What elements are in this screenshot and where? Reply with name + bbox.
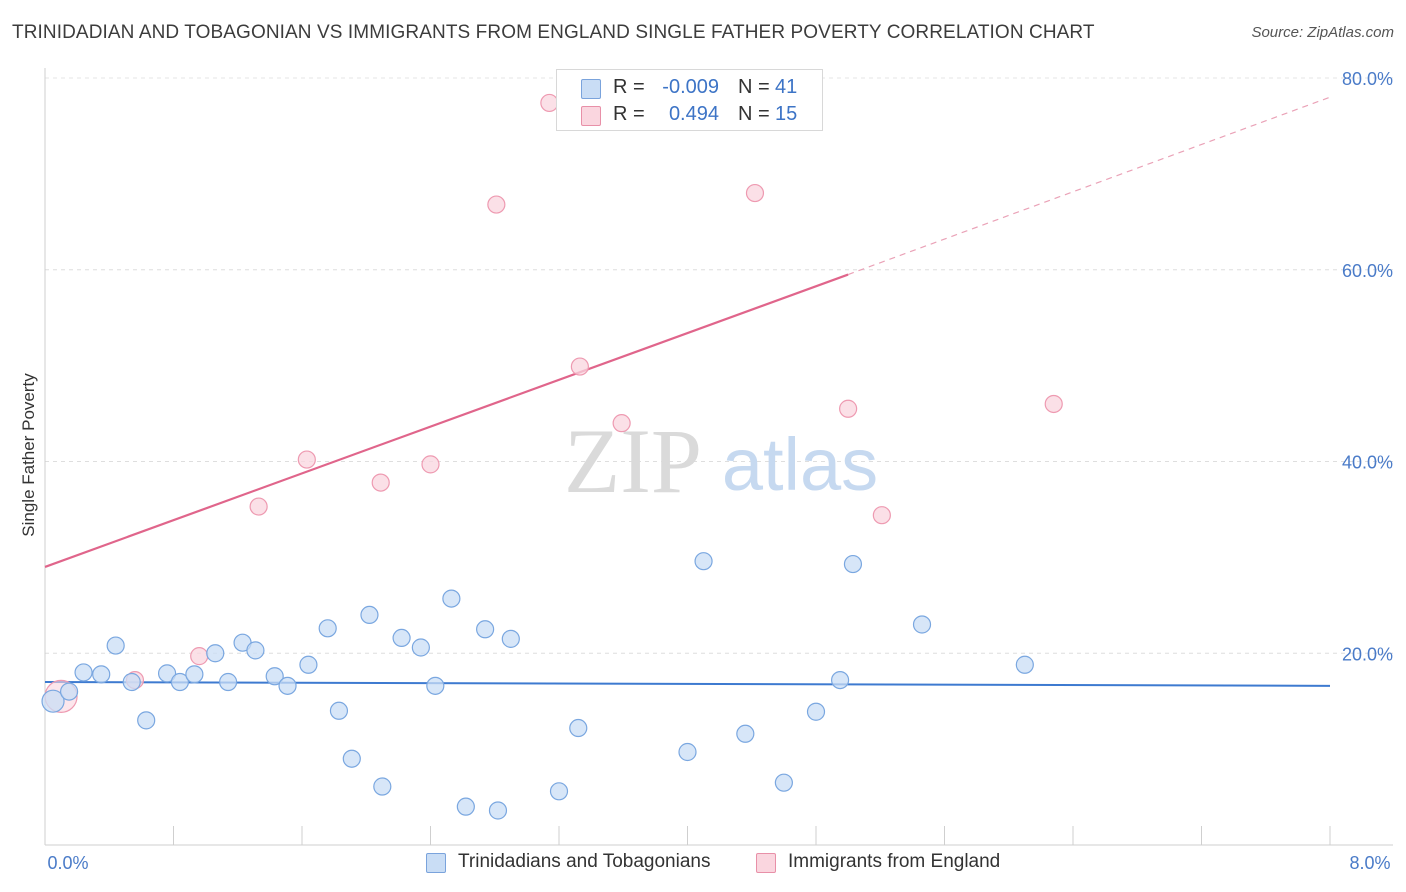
point-trinidadian [265,667,284,686]
point-trinidadian [206,644,225,663]
point-trinidadian [392,628,411,648]
n-value: 15 [775,103,798,125]
point-trinidadian [1015,655,1034,674]
point-england [872,506,891,525]
point-trinidadian [360,605,379,625]
legend-swatch [426,853,446,873]
x-tick-label: 0.0% [47,853,88,873]
point-trinidadian [59,682,79,701]
data-points [41,93,1063,820]
legend-swatch [756,853,776,873]
point-trinidadian [843,554,863,574]
trend-line-england-extension [847,96,1331,276]
point-trinidadian [329,701,349,720]
point-trinidadian [456,797,475,816]
y-axis-label: Single Father Poverty [19,373,38,537]
point-trinidadian [411,638,430,657]
point-trinidadian [106,636,125,655]
point-trinidadian [912,615,932,634]
watermark-zip: ZIP [564,410,702,512]
r-label: R = [613,103,645,125]
point-trinidadian [426,676,445,695]
point-trinidadian [170,672,190,692]
source-credit: Source: ZipAtlas.com [1251,24,1394,41]
point-trinidadian [157,664,177,683]
trend-lines [44,96,1331,687]
point-trinidadian [442,589,461,608]
point-trinidadian [774,773,793,792]
point-england [487,195,506,214]
point-trinidadian [41,689,65,713]
trend-line-trinidadian [44,681,1331,687]
legend-label: Trinidadians and Tobagonians [458,851,711,872]
point-england [839,399,858,418]
point-trinidadian [736,724,755,743]
y-tick-label: 60.0% [1342,261,1393,281]
n-value: 41 [775,76,798,98]
point-trinidadian [694,552,713,571]
series-legend: Trinidadians and Tobagonians Immigrants … [0,851,1406,877]
watermark-atlas: atlas [722,423,878,506]
point-england [570,357,589,376]
point-trinidadian [278,676,297,695]
point-trinidadian [92,665,111,684]
n-label: N = [738,103,770,125]
chart-title: TRINIDADIAN AND TOBAGONIAN VS IMMIGRANTS… [12,22,1095,43]
point-trinidadian [185,665,204,684]
watermark: ZIP atlas [564,410,878,512]
n-label: N = [738,76,770,98]
y-tick-label: 80.0% [1342,69,1393,89]
grid-lines [45,77,1393,654]
point-trinidadian [501,629,520,648]
legend-swatch [581,79,601,99]
point-trinidadian [318,619,337,638]
point-england [371,473,390,492]
point-england [190,647,209,666]
y-tick-label: 20.0% [1342,644,1393,664]
point-trinidadian [476,620,495,639]
point-trinidadian [549,782,569,801]
legend-swatch [581,106,601,126]
point-trinidadian [569,718,588,738]
stats-legend: R = -0.009 N = 41 R = 0.494 N = 15 [556,69,823,131]
r-label: R = [613,76,645,98]
point-england [297,450,316,469]
point-trinidadian [219,672,238,692]
point-trinidadian [678,742,697,762]
r-value: -0.009 [662,76,719,98]
x-tick-label: 8.0% [1349,853,1390,873]
trend-line-england [44,273,849,568]
tick-labels: 20.0% 40.0% 60.0% 80.0% 0.0% 8.0% [47,69,1393,873]
point-trinidadian [806,702,826,721]
point-trinidadian [137,711,156,730]
legend-label: Immigrants from England [788,851,1001,872]
point-england [421,455,440,474]
point-trinidadian [299,655,318,674]
point-trinidadian [342,749,361,768]
point-trinidadian [246,641,265,660]
point-trinidadian [830,670,850,690]
point-trinidadian [488,801,508,820]
point-trinidadian [74,663,93,682]
r-value: 0.494 [668,103,719,125]
point-england [745,183,765,203]
point-trinidadian [122,672,141,692]
point-trinidadian [373,777,392,796]
point-england [249,497,268,516]
axes [44,68,1393,846]
point-england [612,414,631,433]
y-tick-label: 40.0% [1342,453,1393,473]
point-england [1044,394,1063,414]
